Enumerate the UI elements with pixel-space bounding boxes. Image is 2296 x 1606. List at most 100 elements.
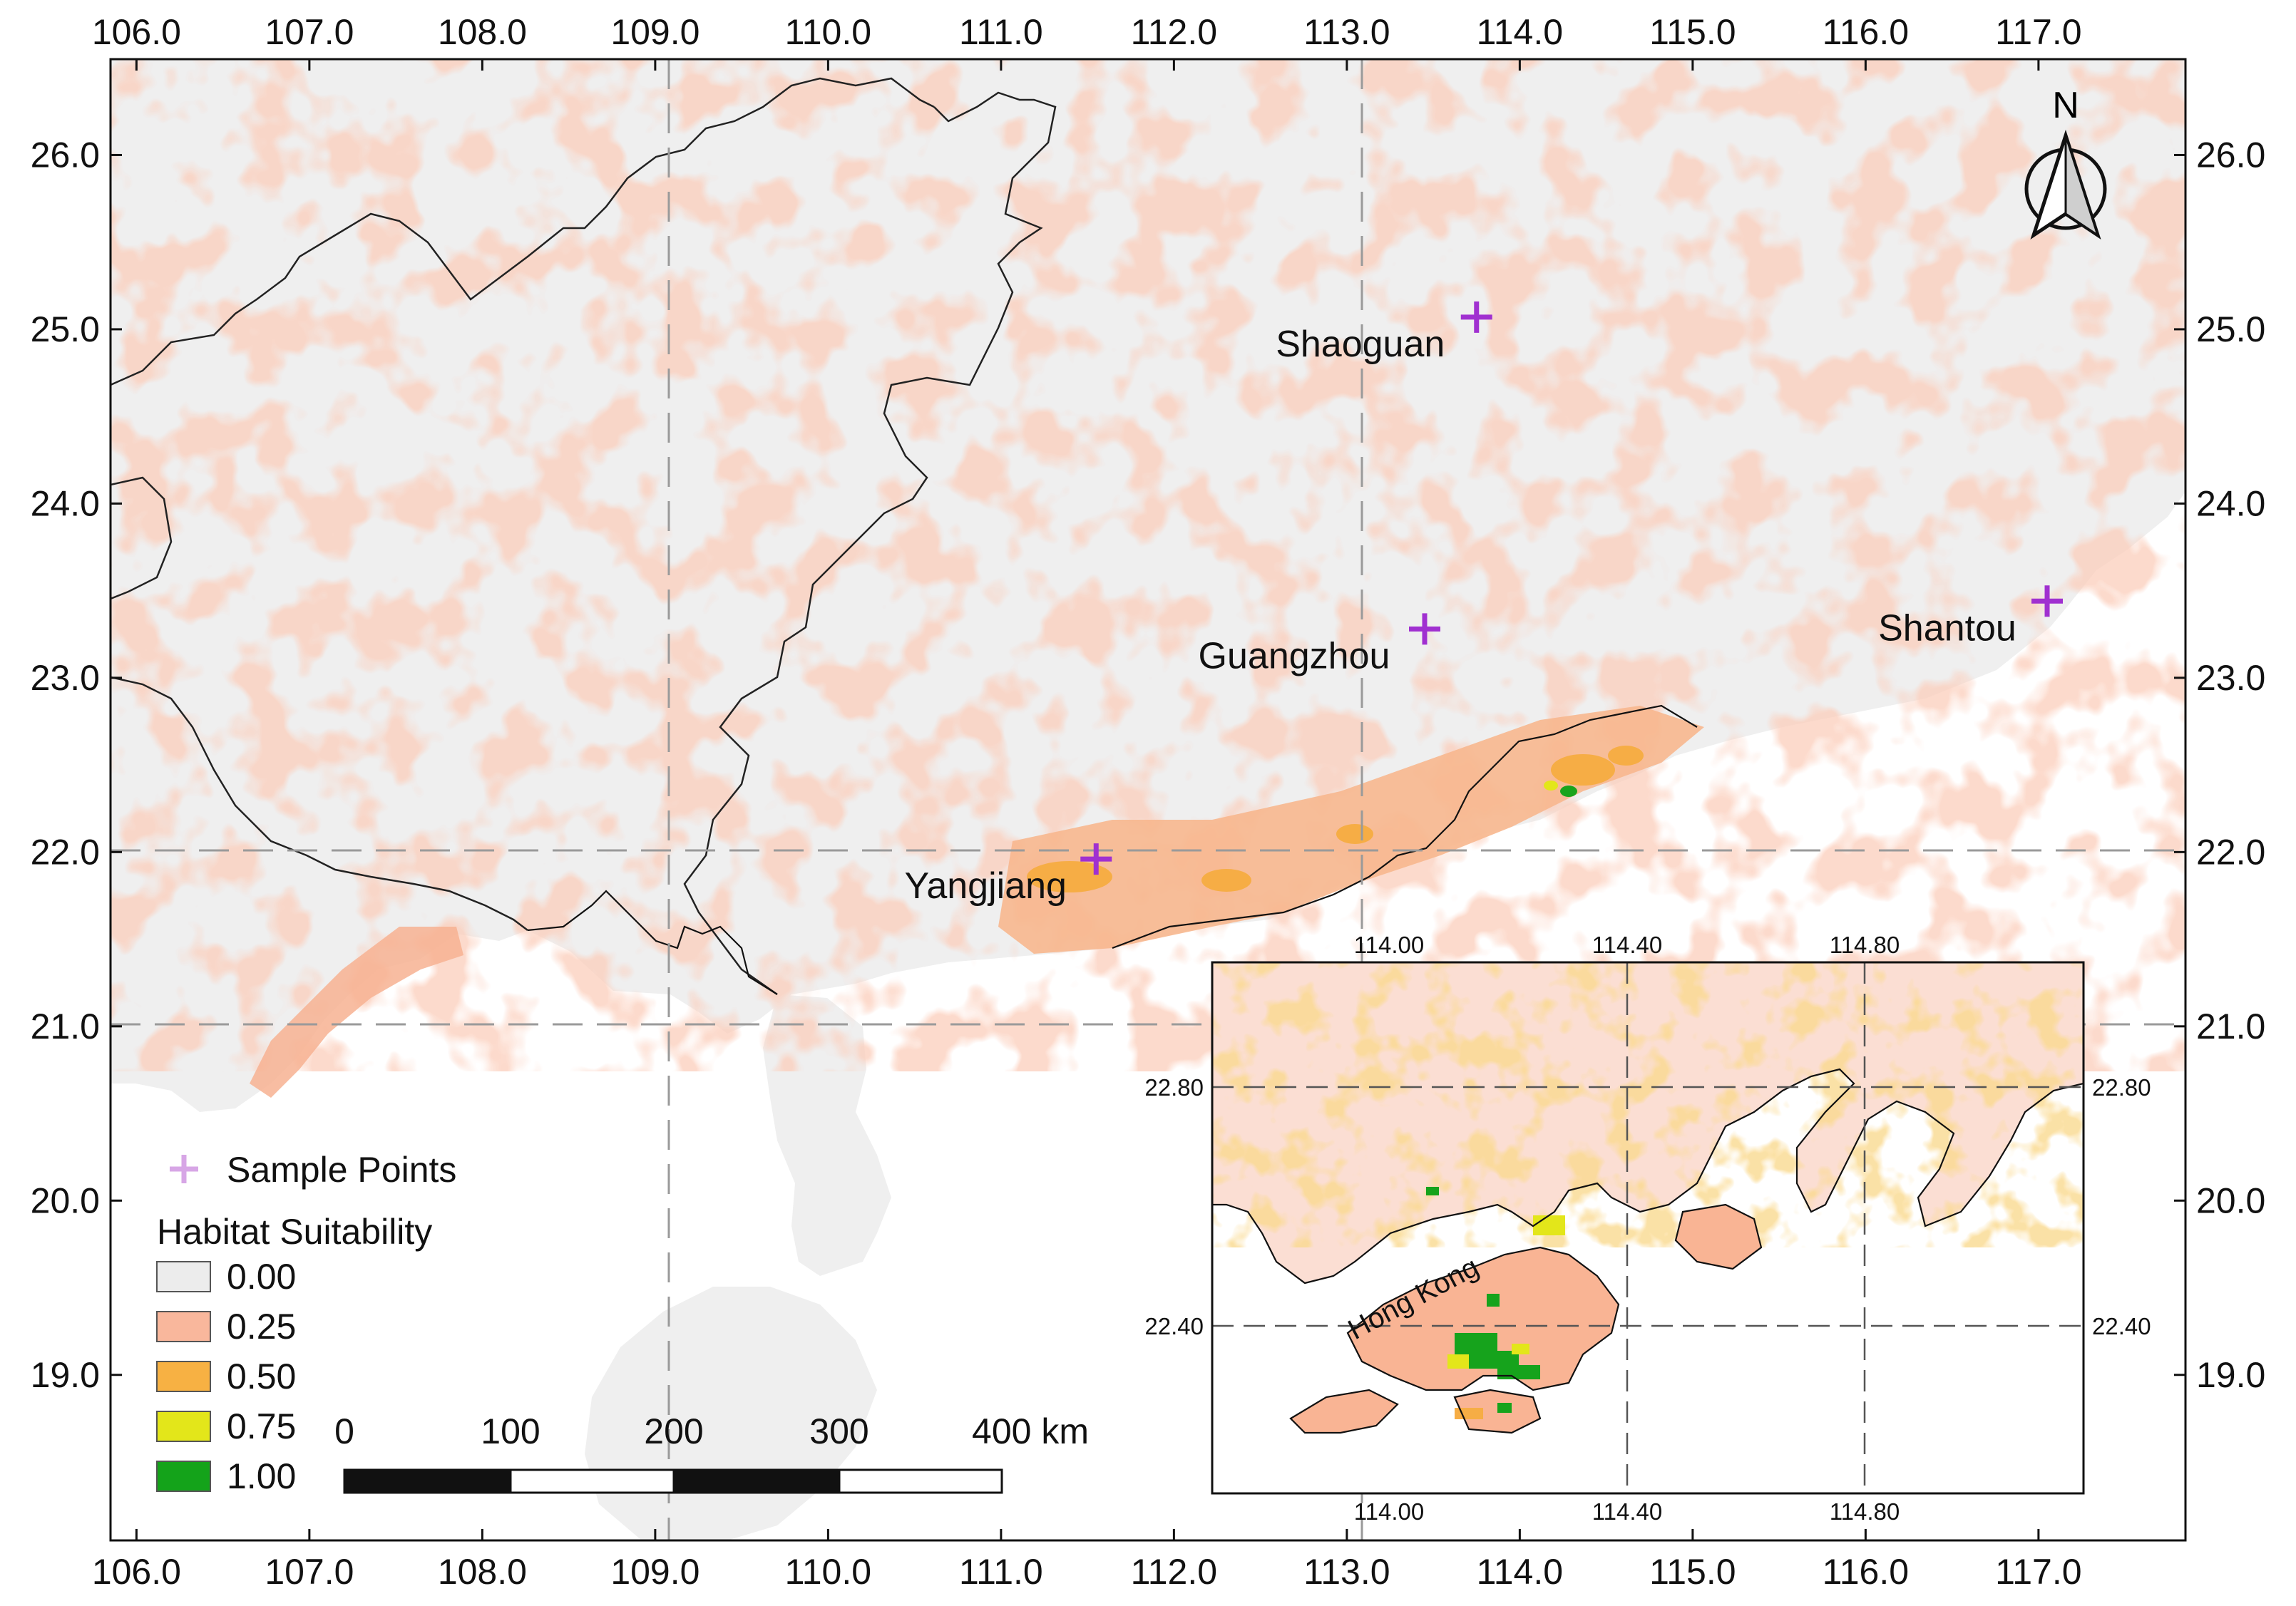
- bottom-lon-tick-label: 111.0: [959, 1552, 1043, 1592]
- legend-swatch: [156, 1311, 211, 1342]
- bottom-lon-tick-label: 115.0: [1649, 1552, 1736, 1592]
- legend-class-label: 0.25: [227, 1307, 296, 1347]
- inset-right-tick-2: 22.40: [2092, 1313, 2151, 1339]
- legend-swatch: [156, 1361, 211, 1392]
- north-label: N: [2052, 85, 2079, 126]
- inset-coastline: [1212, 1068, 2084, 1285]
- bottom-lon-tick-label: 116.0: [1823, 1552, 1909, 1592]
- scale-label-200: 200: [644, 1411, 703, 1451]
- scale-bar: 0 100 200 300 400 km: [334, 1411, 1089, 1494]
- scale-label-300: 300: [809, 1411, 868, 1451]
- inset-grid-lines: [1212, 962, 2084, 1493]
- bottom-lon-tick-label: 117.0: [1995, 1552, 2081, 1592]
- top-lon-tick-label: 113.0: [1303, 12, 1390, 52]
- inset-suitability-texture: [1212, 962, 2084, 1247]
- scale-segment-2: [509, 1468, 675, 1494]
- axis-ticks: [111, 59, 2185, 1540]
- left-lat-tick-label: 21.0: [31, 1007, 100, 1046]
- top-lon-tick-label: 106.0: [92, 12, 181, 52]
- lantau-coast: [1289, 1389, 1399, 1434]
- western-suitability-patch: [250, 927, 463, 1098]
- legend-swatch: [156, 1461, 211, 1492]
- top-lon-tick-label: 111.0: [959, 12, 1043, 52]
- city-label: Yangjiang: [905, 865, 1067, 907]
- bottom-lon-tick-label: 107.0: [265, 1552, 354, 1592]
- bottom-lon-tick-label: 106.0: [92, 1552, 181, 1592]
- scale-segment-4: [838, 1468, 1003, 1494]
- top-lon-tick-label: 112.0: [1131, 12, 1217, 52]
- guangxi-vietnam-border: [111, 676, 528, 931]
- guangxi-yunnan-border: [111, 476, 173, 600]
- inset-bottom-tick-1: 114.00: [1354, 1498, 1424, 1525]
- southern-islands-coast: [1453, 1389, 1542, 1434]
- inset-top-tick-1: 114.00: [1354, 932, 1424, 958]
- guangdong-coast: [1112, 704, 1698, 949]
- bottom-lon-tick-label: 109.0: [610, 1552, 699, 1592]
- inset-east-peninsula: [1676, 1205, 1761, 1269]
- high-suitability-patches: [1027, 746, 1644, 892]
- right-lat-tick-label: 20.0: [2196, 1180, 2265, 1220]
- right-lat-tick-label: 19.0: [2196, 1355, 2265, 1395]
- hk-island-coast: [1346, 1246, 1620, 1391]
- inset-high-suitability: [1426, 1187, 1565, 1419]
- inset-tick-labels: 114.00 114.40 114.80 114.00 114.40 114.8…: [1144, 932, 2151, 1525]
- inset-bottom-tick-2: 114.40: [1592, 1498, 1662, 1525]
- legend-swatch: [156, 1411, 211, 1442]
- left-lat-tick-label: 26.0: [31, 135, 100, 175]
- top-lon-tick-label: 109.0: [610, 12, 699, 52]
- left-lat-tick-label: 20.0: [31, 1180, 100, 1220]
- main-map-area: [111, 59, 2185, 1540]
- top-lon-tick-label: 108.0: [438, 12, 527, 52]
- top-lon-tick-label: 107.0: [265, 12, 354, 52]
- city-label: Shantou: [1878, 607, 2016, 649]
- legend-classes: 0.00 0.25 0.50 0.75 1.00: [156, 1257, 296, 1496]
- legend-title: Habitat Suitability: [157, 1212, 432, 1252]
- right-lat-tick-label: 26.0: [2196, 135, 2265, 175]
- axis-labels: 106.0 106.0 107.0 107.0 108.0 108.0 109.0 109.0…: [31, 12, 2266, 1592]
- legend-class-label: 1.00: [227, 1456, 296, 1496]
- bottom-lon-tick-label: 110.0: [785, 1552, 871, 1592]
- bottom-lon-tick-label: 108.0: [438, 1552, 527, 1592]
- legend: Sample Points Habitat Suitability 0.000.…: [156, 1150, 456, 1496]
- scale-label-100: 100: [481, 1411, 540, 1451]
- sample-point-marker: [1080, 843, 1112, 875]
- lantau-island: [1291, 1390, 1398, 1433]
- north-arrow-icon: N: [2024, 85, 2107, 240]
- legend-class-label: 0.75: [227, 1406, 296, 1446]
- right-lat-tick-label: 21.0: [2196, 1007, 2265, 1046]
- scale-label-400km: 400 km: [972, 1411, 1089, 1451]
- sample-point-marker: [1460, 301, 1492, 333]
- scale-segment-1: [343, 1468, 512, 1494]
- legend-swatch: [156, 1261, 211, 1292]
- top-lon-tick-label: 110.0: [785, 12, 871, 52]
- left-lat-tick-label: 22.0: [31, 832, 100, 872]
- left-lat-tick-label: 24.0: [31, 483, 100, 523]
- left-lat-tick-label: 23.0: [31, 658, 100, 698]
- left-lat-tick-label: 25.0: [31, 309, 100, 349]
- legend-class-label: 0.50: [227, 1357, 296, 1396]
- inset-top-tick-3: 114.80: [1830, 932, 1900, 958]
- top-lon-tick-label: 117.0: [1995, 12, 2081, 52]
- right-lat-tick-label: 23.0: [2196, 658, 2265, 698]
- top-lon-tick-label: 116.0: [1823, 12, 1909, 52]
- scale-label-0: 0: [334, 1411, 354, 1451]
- bottom-lon-tick-label: 112.0: [1131, 1552, 1217, 1592]
- bottom-lon-tick-label: 113.0: [1303, 1552, 1390, 1592]
- hk-island-land: [1348, 1247, 1619, 1390]
- inset-right-tick-1: 22.80: [2092, 1074, 2151, 1101]
- legend-class-label: 0.00: [227, 1257, 296, 1297]
- inset-left-tick-2: 22.40: [1144, 1313, 1204, 1339]
- main-map-frame: [109, 58, 2187, 1542]
- inset-map: 114.00 114.40 114.80 114.00 114.40 114.8…: [1144, 932, 2151, 1525]
- sample-points-icon: [170, 1155, 198, 1183]
- scale-segment-3: [672, 1468, 841, 1494]
- bottom-lon-tick-label: 114.0: [1477, 1552, 1563, 1592]
- right-lat-tick-label: 24.0: [2196, 483, 2265, 523]
- guangxi-guizhou-border: [111, 77, 935, 386]
- right-lat-tick-label: 22.0: [2196, 832, 2265, 872]
- guangdong-guangxi-border: [683, 91, 1057, 996]
- east-peninsula-coast: [1674, 1203, 1763, 1270]
- right-lat-tick-label: 25.0: [2196, 309, 2265, 349]
- sample-point-marker: [1409, 613, 1440, 645]
